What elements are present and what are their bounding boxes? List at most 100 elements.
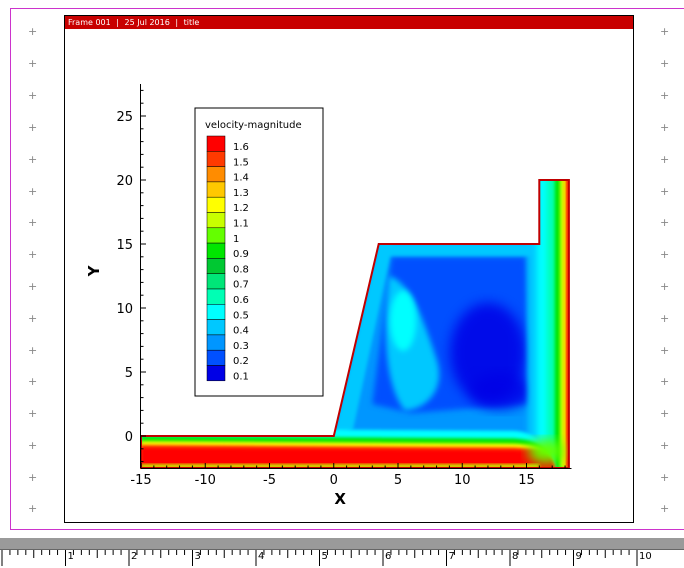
plot-frame[interactable]: Frame 001 | 25 Jul 2016 | title -15 -10 -5… — [64, 15, 634, 523]
grid-plus-mark: + — [28, 216, 38, 229]
ruler-label: 7 — [448, 551, 455, 562]
legend-level-label: 0.1 — [233, 372, 249, 383]
grid-plus-mark: + — [28, 57, 38, 70]
x-axis-label: X — [334, 490, 346, 508]
grid-plus-mark: + — [28, 407, 38, 420]
axes: -15 -10 -5 0 5 10 15 0 5 10 15 20 25 X Y — [85, 84, 572, 508]
grid-plus-mark: + — [660, 57, 670, 70]
y-tick-label: 5 — [125, 366, 133, 381]
grid-plus-mark: + — [660, 344, 670, 357]
grid-plus-mark: + — [660, 248, 670, 261]
grid-plus-mark: + — [28, 344, 38, 357]
y-ticks: 0 5 10 15 20 25 — [116, 89, 146, 463]
contour-lid-layer — [378, 244, 540, 256]
legend-level-label: 1.5 — [233, 157, 249, 168]
grid-plus-mark: + — [28, 312, 38, 325]
legend-swatch — [206, 196, 226, 213]
legend-swatch — [206, 212, 226, 229]
grid-plus-mark: + — [660, 502, 670, 515]
ruler-ticks — [1, 550, 638, 566]
legend-swatch — [206, 319, 226, 336]
ruler-label: 5 — [321, 551, 328, 562]
legend-swatch — [206, 349, 226, 366]
frame-separator: | — [116, 18, 119, 27]
grid-plus-mark: + — [660, 471, 670, 484]
x-tick-label: -10 — [195, 473, 216, 488]
legend[interactable]: velocity-magnitude 1.6 1.5 1.4 1.3 1.2 1.1 1 0.… — [194, 107, 324, 397]
legend-level-label: 1.3 — [233, 188, 249, 199]
legend-level-label: 0.9 — [233, 249, 249, 260]
grid-plus-mark: + — [28, 89, 38, 102]
legend-level-label: 0.8 — [233, 264, 249, 275]
y-tick-label: 15 — [116, 238, 133, 253]
ruler-label: 2 — [131, 551, 138, 562]
ruler-label: 10 — [639, 551, 652, 562]
legend-level-label: 0.2 — [233, 356, 249, 367]
x-tick-label: 10 — [454, 473, 471, 488]
legend-level-label: 1.4 — [233, 173, 249, 184]
contour-plume-core — [390, 290, 417, 351]
page-border — [10, 8, 684, 530]
y-tick-label: 25 — [116, 110, 133, 125]
legend-swatch — [206, 304, 226, 320]
grid-plus-mark: + — [660, 439, 670, 452]
ruler-label: 3 — [194, 551, 201, 562]
grid-plus-mark: + — [660, 25, 670, 38]
legend-swatch — [206, 273, 226, 290]
grid-plus-mark: + — [28, 502, 38, 515]
legend-level-label: 0.7 — [233, 280, 249, 291]
y-tick-label: 0 — [125, 430, 133, 445]
legend-swatch — [206, 135, 226, 152]
y-axis-label: Y — [85, 264, 103, 277]
legend-swatch — [206, 151, 226, 167]
contour-channel-band — [141, 447, 555, 468]
x-ticks: -15 -10 -5 0 5 10 15 — [130, 463, 566, 488]
grid-plus-mark: + — [28, 153, 38, 166]
legend-level-label: 1.2 — [233, 203, 249, 214]
grid-plus-mark: + — [28, 375, 38, 388]
frame-title: title — [183, 18, 200, 27]
contour-corner — [527, 439, 564, 464]
legend-swatch — [206, 227, 226, 244]
grid-plus-mark: + — [28, 439, 38, 452]
frame-name: Frame 001 — [68, 18, 111, 27]
contour-min-region — [470, 373, 531, 410]
x-tick-label: 5 — [394, 473, 402, 488]
contour-riser-band — [563, 180, 569, 468]
grid-plus-mark: + — [660, 121, 670, 134]
contour-riser-band — [566, 180, 569, 468]
legend-swatch — [206, 166, 226, 183]
grid-plus-mark: + — [28, 185, 38, 198]
legend-swatch — [206, 365, 226, 382]
legend-entries: 1.6 1.5 1.4 1.3 1.2 1.1 1 0.9 0.8 0.7 0.6 0.5 0.4 0.3… — [206, 135, 249, 383]
contour-plot[interactable]: -15 -10 -5 0 5 10 15 0 5 10 15 20 25 X Y velocity-m… — [65, 16, 633, 522]
grid-plus-mark: + — [660, 89, 670, 102]
grid-plus-mark: + — [660, 375, 670, 388]
grid-plus-mark: + — [28, 280, 38, 293]
ruler-label: 9 — [575, 551, 582, 562]
ruler-label: 8 — [512, 551, 519, 562]
contour-wall-layer — [333, 244, 393, 436]
grid-plus-mark: + — [28, 121, 38, 134]
grid-plus-mark: + — [660, 216, 670, 229]
y-tick-label: 10 — [116, 302, 133, 317]
x-tick-label: -15 — [130, 473, 151, 488]
frame-separator: | — [175, 18, 179, 27]
ruler-strip — [0, 538, 684, 549]
frame-header[interactable]: Frame 001 | 25 Jul 2016 | title — [65, 16, 633, 29]
legend-swatch — [206, 288, 226, 305]
ruler: 1 2 3 4 5 6 7 8 9 10 — [0, 538, 684, 567]
legend-level-label: 0.4 — [233, 326, 249, 337]
grid-plus-mark: + — [28, 471, 38, 484]
legend-swatch — [206, 258, 226, 274]
grid-plus-mark: + — [660, 280, 670, 293]
legend-swatch — [206, 334, 226, 351]
ruler-label: 6 — [385, 551, 392, 562]
x-tick-label: 0 — [330, 473, 338, 488]
legend-level-label: 1.1 — [233, 219, 249, 230]
legend-level-label: 0.5 — [233, 310, 249, 321]
legend-level-label: 1.6 — [233, 142, 249, 153]
grid-plus-mark: + — [660, 185, 670, 198]
grid-plus-mark: + — [660, 407, 670, 420]
